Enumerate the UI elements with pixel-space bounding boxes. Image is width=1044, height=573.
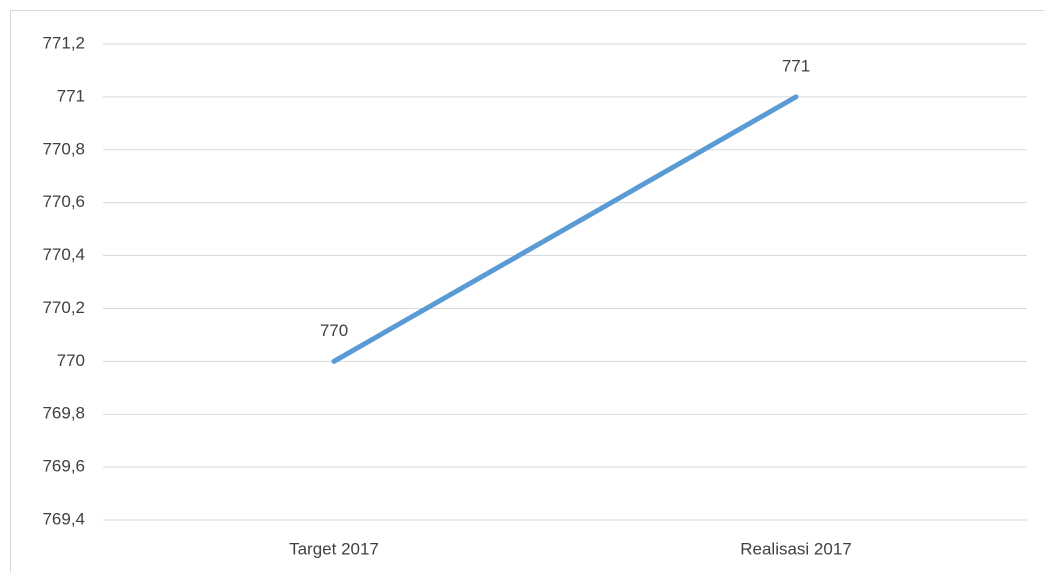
line xyxy=(331,94,799,364)
x-tick-label: Realisasi 2017 xyxy=(740,539,852,558)
y-tick-label: 770,6 xyxy=(42,192,85,211)
chart-border xyxy=(10,10,1044,573)
y-tick-label: 770,4 xyxy=(42,245,85,264)
x-tick-label: Target 2017 xyxy=(289,539,379,558)
y-tick-label: 770,2 xyxy=(42,298,85,317)
y-tick-label: 769,4 xyxy=(42,509,85,528)
y-tick-label: 769,8 xyxy=(42,404,85,423)
y-tick-label: 769,6 xyxy=(42,457,85,476)
data-label: 771 xyxy=(782,56,810,75)
y-tick-label: 770 xyxy=(57,351,85,370)
data-label: 770 xyxy=(320,321,348,340)
y-tick-label: 770,8 xyxy=(42,139,85,158)
y-tick-label: 771 xyxy=(57,86,85,105)
y-tick-label: 771,2 xyxy=(42,33,85,52)
